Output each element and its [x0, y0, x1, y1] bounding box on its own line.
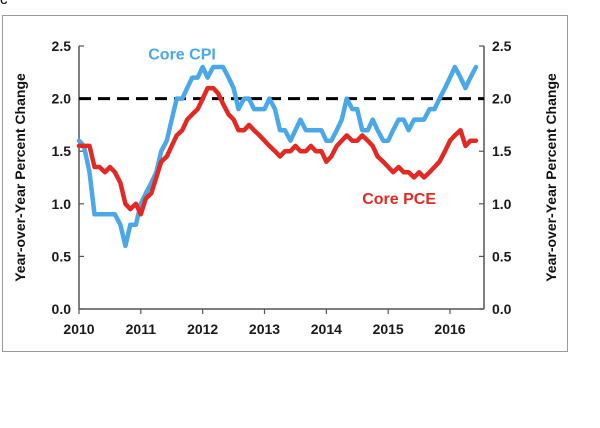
core-pce-label: Core PCE — [362, 191, 436, 208]
left-y-tick-label: 0.5 — [52, 248, 72, 264]
right-y-tick-label: 0.0 — [492, 301, 512, 317]
right-y-ticks: 0.0 0.5 1.0 1.5 2.0 2.5 — [479, 38, 512, 317]
right-y-tick-label: 2.0 — [492, 91, 512, 107]
x-tick-label: 2012 — [187, 321, 218, 337]
left-y-tick-label: 2.5 — [52, 38, 72, 54]
x-tick-label: 2011 — [126, 321, 157, 337]
x-tick-label: 2016 — [434, 321, 465, 337]
x-tick-label: 2015 — [373, 321, 404, 337]
right-y-tick-label: 0.5 — [492, 248, 512, 264]
core-cpi-line — [76, 64, 479, 249]
corner-label: c — [0, 0, 8, 8]
axes — [78, 46, 485, 310]
left-y-ticks: 0.0 0.5 1.0 1.5 2.0 2.5 — [52, 38, 84, 317]
right-y-tick-label: 2.5 — [492, 38, 512, 54]
right-y-tick-label: 1.0 — [492, 196, 512, 212]
core-pce-line — [76, 85, 479, 217]
right-y-tick-label: 1.5 — [492, 143, 512, 159]
x-tick-label: 2014 — [311, 321, 342, 337]
series-labels: Core CPI Core PCE — [148, 47, 436, 208]
core-cpi-label: Core CPI — [148, 47, 216, 64]
left-y-tick-label: 0.0 — [52, 301, 72, 317]
left-y-tick-label: 1.0 — [52, 196, 72, 212]
x-ticks: 2010 2011 2012 2013 2014 2015 2016 — [63, 309, 466, 337]
y-axis-title-left: Year-over-Year Percent Change — [12, 73, 28, 282]
left-y-tick-label: 1.5 — [52, 143, 72, 159]
left-y-tick-label: 2.0 — [52, 91, 72, 107]
y-axis-title-right: Year-over-Year Percent Change — [543, 73, 559, 282]
x-tick-label: 2013 — [249, 321, 280, 337]
series-layer — [76, 64, 479, 249]
x-tick-label: 2010 — [63, 321, 94, 337]
